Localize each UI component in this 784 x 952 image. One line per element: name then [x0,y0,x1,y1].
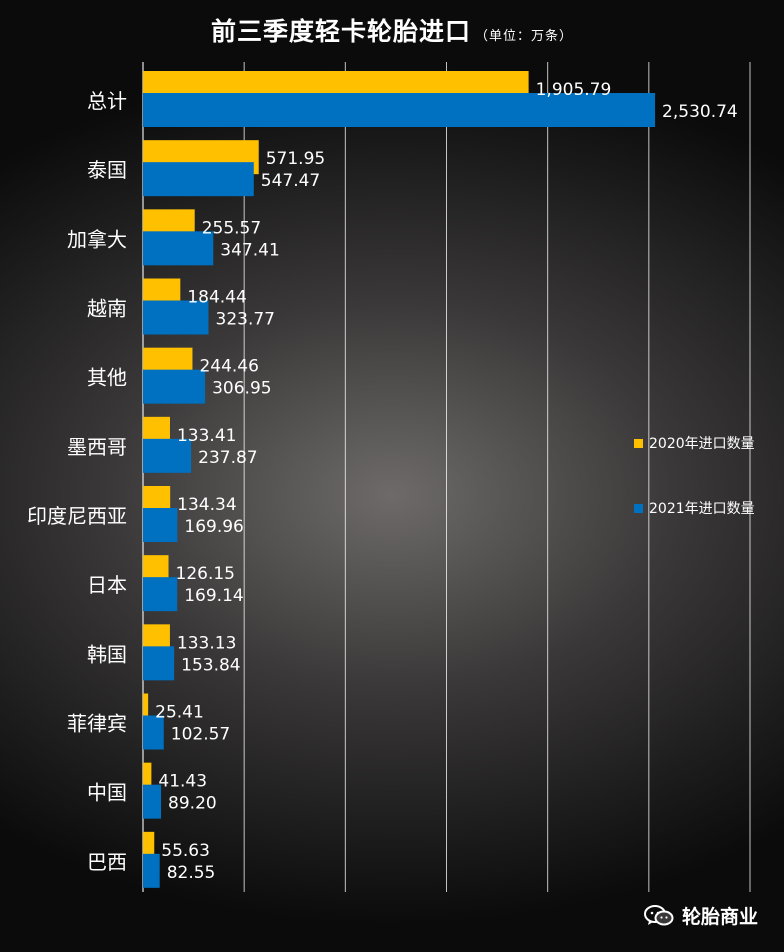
bar-2021 [143,231,214,266]
bar-2021 [143,438,192,473]
category-label: 越南 [87,297,127,321]
legend-label-2021: 2021年进口数量 [649,501,755,517]
data-label-2020: 126.15 [176,564,235,584]
data-label-2020: 55.63 [161,841,210,861]
category-label: 印度尼西亚 [27,504,127,528]
data-label-2020: 255.57 [202,218,261,238]
legend-item-2021: 2021年进口数量 [634,498,755,518]
data-label-2021: 102.57 [171,725,230,745]
category-label: 巴西 [87,850,127,874]
data-label-2021: 347.41 [220,240,279,260]
data-label-2021: 237.87 [198,448,257,468]
data-label-2020: 134.34 [177,495,236,515]
legend-item-2020: 2020年进口数量 [634,433,755,453]
data-label-2021: 89.20 [168,794,217,814]
data-label-2021: 82.55 [167,863,216,883]
bar-2021 [143,646,175,681]
data-label-2020: 133.41 [177,426,236,446]
chart-unit: （单位：万条） [475,29,574,44]
bar-2021 [143,853,160,888]
data-label-2020: 571.95 [266,149,325,169]
legend-swatch-2020 [634,438,643,448]
data-label-2021: 169.96 [184,517,243,537]
bar-2021 [143,369,206,404]
legend-swatch-2021 [634,503,643,513]
bar-2020 [143,762,152,797]
chart-title: 前三季度轻卡轮胎进口 （单位：万条） [0,12,784,48]
chart-title-text: 前三季度轻卡轮胎进口 [210,17,471,46]
category-label: 韩国 [87,642,127,666]
data-label-2021: 2,530.74 [662,102,738,122]
watermark-text: 轮胎商业 [681,906,758,928]
data-label-2021: 153.84 [181,655,240,675]
data-label-2020: 41.43 [158,772,207,792]
bar-2021 [143,93,656,127]
bar-2021 [143,300,209,335]
data-label-2020: 133.13 [177,633,236,653]
data-label-2020: 244.46 [199,357,258,377]
data-label-2020: 1,905.79 [536,80,612,100]
bar-2020 [143,693,149,728]
data-label-2021: 306.95 [212,379,271,399]
wechat-icon [643,904,674,925]
category-label: 中国 [87,781,127,805]
data-label-2021: 323.77 [216,310,275,330]
bar-2021 [143,715,164,750]
category-label: 其他 [87,366,127,390]
category-label: 日本 [87,573,127,597]
bar-2020 [143,831,155,866]
category-label: 菲律宾 [67,712,127,736]
bar-2021 [143,577,178,612]
data-label-2020: 25.41 [155,703,204,723]
bar-2021 [143,784,162,819]
category-label: 墨西哥 [67,435,127,459]
data-label-2020: 184.44 [187,288,246,308]
watermark: 轮胎商业 [643,902,758,929]
category-label: 加拿大 [67,227,127,251]
category-label: 泰国 [87,158,127,182]
data-label-2021: 547.47 [261,171,320,191]
legend-label-2020: 2020年进口数量 [649,436,755,452]
data-label-2021: 169.14 [184,586,243,606]
bar-2021 [143,162,254,197]
category-label: 总计 [87,89,127,113]
bar-2021 [143,508,178,542]
